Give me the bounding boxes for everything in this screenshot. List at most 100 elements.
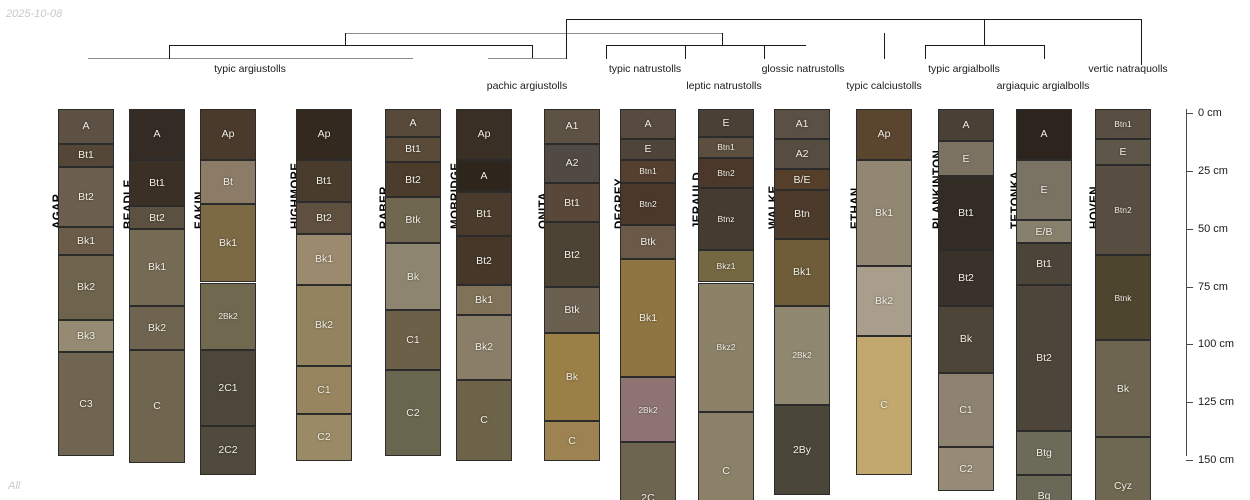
soil-profile-column[interactable]: BEADLEABt1Bt2Bk1Bk2C (123, 109, 185, 463)
dendrogram-leaf-label[interactable]: typic calciustolls (846, 80, 922, 92)
soil-horizon[interactable]: Btn2 (1095, 164, 1151, 255)
soil-horizon[interactable]: Bk1 (296, 233, 352, 285)
soil-profile-column[interactable]: RABERABt1Bt2BtkBkC1C2 (379, 109, 441, 456)
dendrogram-leaf-label[interactable]: typic argiustolls (214, 63, 286, 75)
soil-horizon[interactable]: Bkz2 (698, 282, 754, 413)
soil-horizon[interactable]: Btk (385, 196, 441, 244)
soil-horizon[interactable]: Bk (544, 333, 600, 422)
soil-horizon[interactable]: Bt1 (456, 192, 512, 237)
soil-horizon[interactable]: C2 (938, 446, 994, 491)
soil-horizon[interactable]: C1 (385, 310, 441, 371)
soil-horizon[interactable]: E (698, 109, 754, 137)
dendrogram-leaf-label[interactable]: leptic natrustolls (686, 80, 762, 92)
soil-horizon[interactable]: E/B (1016, 220, 1072, 244)
soil-profile-column[interactable]: TETONKAAEE/BBt1Bt2BtgBgBkg (1010, 109, 1072, 500)
soil-horizon[interactable]: 2C (620, 442, 676, 500)
soil-horizon[interactable]: E (1016, 159, 1072, 221)
soil-horizon[interactable]: 2C1 (200, 349, 256, 426)
soil-horizon[interactable]: Cyz (1095, 437, 1151, 500)
soil-horizon[interactable]: 2By (774, 405, 830, 496)
soil-horizon[interactable]: Bt2 (385, 162, 441, 197)
soil-horizon[interactable]: Bt1 (938, 176, 994, 251)
soil-horizon[interactable]: C2 (385, 370, 441, 456)
soil-horizon[interactable]: Bk1 (129, 229, 185, 306)
soil-horizon[interactable]: Btn2 (698, 157, 754, 188)
soil-horizon[interactable]: Ap (856, 109, 912, 160)
dendrogram-leaf-label[interactable]: pachic argiustolls (486, 80, 568, 92)
soil-horizon[interactable]: Bk1 (856, 159, 912, 267)
soil-horizon[interactable]: 2Bk2 (200, 282, 256, 350)
soil-horizon[interactable]: A2 (774, 139, 830, 170)
soil-horizon[interactable]: Bt1 (1016, 243, 1072, 285)
soil-horizon[interactable]: Bk2 (296, 284, 352, 366)
soil-horizon[interactable]: Btn2 (620, 183, 676, 225)
soil-horizon[interactable]: C (129, 349, 185, 463)
soil-horizon[interactable]: C (698, 412, 754, 500)
soil-horizon[interactable]: A (456, 159, 512, 193)
dendrogram-leaf-label[interactable]: typic natrustolls (608, 63, 682, 75)
soil-horizon[interactable]: Bkz1 (698, 250, 754, 283)
soil-horizon[interactable]: 2C2 (200, 425, 256, 475)
soil-horizon[interactable]: Bk2 (58, 254, 114, 320)
soil-profile-column[interactable]: ETHANApBk1Bk2C (850, 109, 912, 475)
soil-horizon[interactable]: Bk (385, 243, 441, 311)
soil-horizon[interactable]: C (456, 379, 512, 461)
soil-horizon[interactable]: Bk2 (129, 305, 185, 350)
soil-horizon[interactable]: Bt2 (129, 206, 185, 230)
soil-horizon[interactable]: C1 (938, 372, 994, 447)
soil-horizon[interactable]: Btn (774, 189, 830, 239)
dendrogram-leaf-label[interactable]: glossic natrustolls (761, 63, 845, 75)
soil-horizon[interactable]: C (856, 335, 912, 475)
soil-horizon[interactable]: Bt2 (296, 201, 352, 234)
soil-horizon[interactable]: A (1016, 109, 1072, 160)
soil-horizon[interactable]: B/E (774, 169, 830, 190)
soil-horizon[interactable]: 2Bk2 (620, 377, 676, 443)
soil-horizon[interactable]: 2Bk2 (774, 305, 830, 406)
soil-horizon[interactable]: A (58, 109, 114, 144)
soil-horizon[interactable]: Btnk (1095, 254, 1151, 341)
soil-horizon[interactable]: A (129, 109, 185, 160)
dendrogram-leaf-label[interactable]: argiaquic argialbolls (996, 80, 1090, 92)
soil-horizon[interactable]: A2 (544, 143, 600, 183)
soil-horizon[interactable]: Btk (544, 287, 600, 334)
soil-profile-column[interactable]: ONITAA1A2Bt1Bt2BtkBkC (538, 109, 600, 461)
soil-horizon[interactable]: Bk2 (856, 266, 912, 336)
soil-horizon[interactable]: Bk1 (774, 238, 830, 306)
soil-horizon[interactable]: E (620, 139, 676, 160)
soil-horizon[interactable]: Bk1 (58, 226, 114, 255)
soil-horizon[interactable]: Bk1 (620, 259, 676, 378)
dendrogram-leaf-label[interactable]: vertic natraquolls (1088, 63, 1168, 75)
soil-horizon[interactable]: Bg (1016, 474, 1072, 500)
soil-horizon[interactable]: C2 (296, 414, 352, 461)
soil-horizon[interactable]: Bt1 (385, 136, 441, 163)
soil-horizon[interactable]: Btnz (698, 187, 754, 251)
soil-horizon[interactable]: Bt2 (456, 236, 512, 285)
soil-horizon[interactable]: A (385, 109, 441, 137)
soil-horizon[interactable]: Ap (200, 109, 256, 160)
soil-profile-column[interactable]: JERAULDEBtn1Btn2BtnzBkz1Bkz2C (692, 109, 754, 500)
soil-profile-column[interactable]: EAKINApBtBk12Bk22C12C2 (194, 109, 256, 475)
soil-horizon[interactable]: Bk3 (58, 319, 114, 352)
soil-horizon[interactable]: Bt2 (1016, 284, 1072, 431)
soil-horizon[interactable]: Bt (200, 159, 256, 204)
soil-horizon[interactable]: A1 (774, 109, 830, 140)
soil-profile-column[interactable]: HOVENBtn1EBtn2BtnkBkCyz (1089, 109, 1151, 500)
soil-horizon[interactable]: Ap (296, 109, 352, 160)
soil-horizon[interactable]: E (1095, 139, 1151, 165)
soil-horizon[interactable]: Bk1 (200, 203, 256, 283)
soil-horizon[interactable]: Btn1 (698, 136, 754, 158)
soil-horizon[interactable]: Bt1 (129, 159, 185, 207)
soil-horizon[interactable]: C1 (296, 365, 352, 415)
soil-horizon[interactable]: Bk1 (456, 284, 512, 315)
soil-horizon[interactable]: Btk (620, 224, 676, 260)
soil-horizon[interactable]: Bt2 (938, 250, 994, 306)
soil-horizon[interactable]: A (938, 109, 994, 142)
soil-horizon[interactable]: Btn1 (1095, 109, 1151, 140)
soil-horizon[interactable]: Btn1 (620, 159, 676, 184)
soil-horizon[interactable]: C3 (58, 351, 114, 456)
soil-horizon[interactable]: Bk2 (456, 314, 512, 380)
soil-horizon[interactable]: Btg (1016, 430, 1072, 475)
soil-profile-column[interactable]: MOBRIDGEApABt1Bt2Bk1Bk2C (450, 109, 512, 461)
soil-profile-column[interactable]: PLANKINTONAEBt1Bt2BkC1C2 (932, 109, 994, 491)
